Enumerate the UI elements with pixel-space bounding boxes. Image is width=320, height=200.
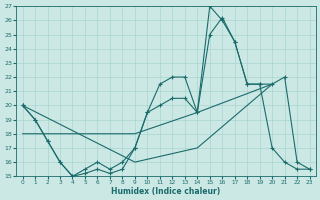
X-axis label: Humidex (Indice chaleur): Humidex (Indice chaleur) <box>111 187 221 196</box>
